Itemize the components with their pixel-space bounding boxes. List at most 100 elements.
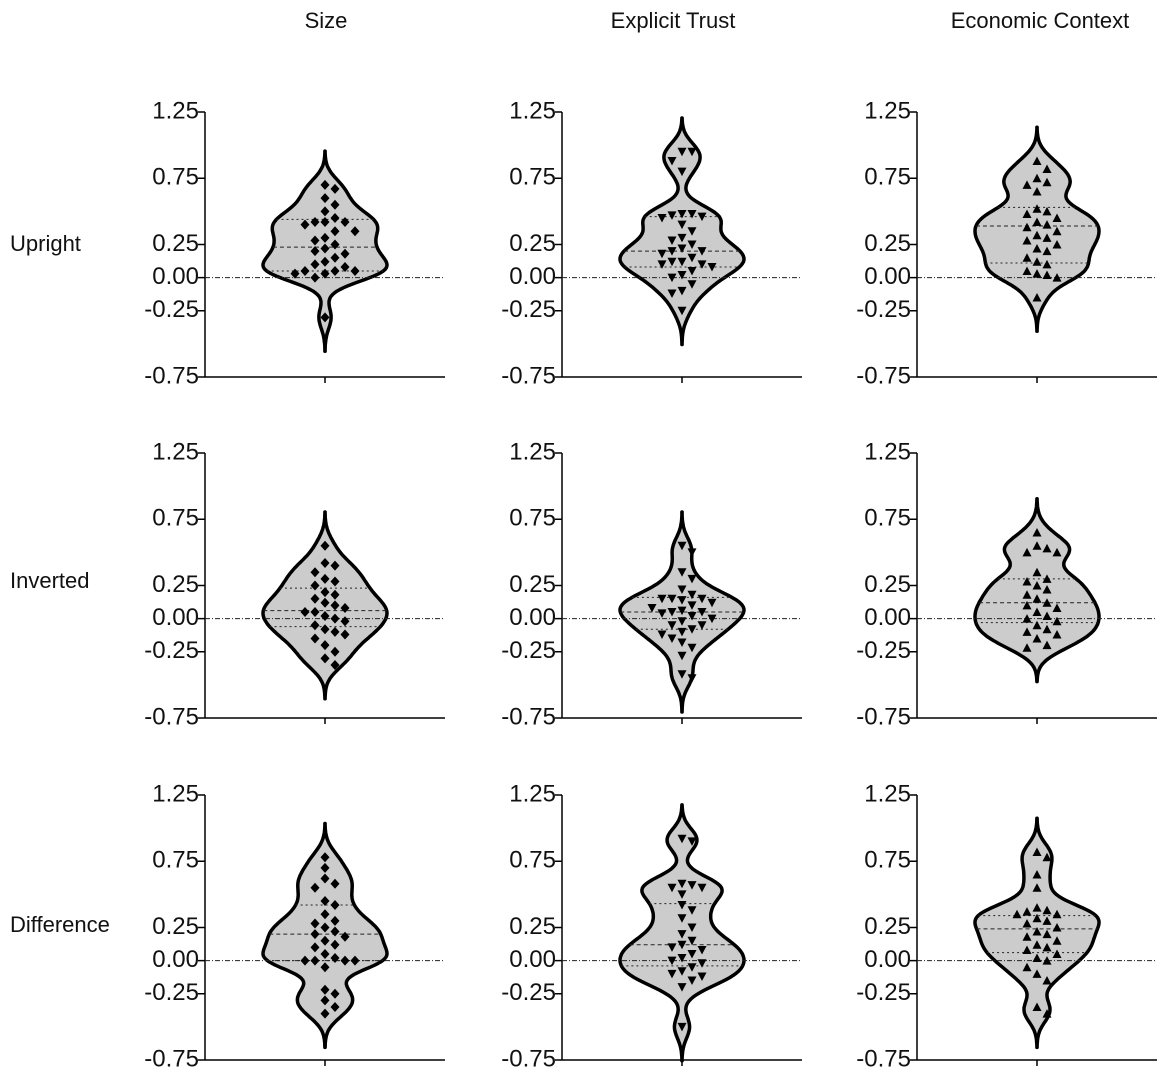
y-tick-label: 0.00 — [152, 604, 199, 631]
data-point — [330, 939, 340, 950]
data-point — [1022, 547, 1032, 557]
y-tick-label: -0.75 — [144, 1045, 199, 1072]
data-point — [310, 567, 320, 578]
data-point — [330, 266, 340, 276]
data-point — [310, 607, 320, 617]
data-point — [1042, 852, 1052, 862]
data-point — [677, 879, 687, 889]
data-point — [1022, 590, 1032, 599]
data-point — [1042, 1009, 1052, 1018]
data-point — [1042, 543, 1052, 553]
data-point — [677, 220, 687, 230]
y-tick-label: 0.75 — [864, 847, 911, 874]
data-point — [1022, 236, 1032, 245]
data-point — [310, 272, 320, 283]
data-point — [667, 883, 677, 893]
data-point — [1052, 616, 1062, 626]
data-point — [1032, 620, 1042, 630]
y-tick-label: 0.00 — [864, 263, 911, 290]
data-point — [677, 147, 687, 157]
data-point — [1052, 603, 1062, 613]
data-point — [697, 608, 707, 617]
data-point — [330, 878, 340, 889]
y-tick-label: 0.00 — [509, 263, 556, 290]
data-point — [1032, 594, 1042, 603]
data-point — [330, 988, 340, 999]
y-tick-label: 0.25 — [509, 230, 556, 257]
data-point — [310, 593, 320, 604]
data-point — [1032, 528, 1042, 537]
data-point — [657, 214, 667, 223]
data-point — [1022, 266, 1032, 275]
data-point — [677, 167, 687, 177]
data-point — [1052, 923, 1062, 932]
data-point — [340, 262, 350, 273]
data-point — [320, 268, 330, 279]
data-point — [320, 949, 330, 959]
data-point — [1032, 1002, 1042, 1011]
data-point — [320, 624, 330, 635]
data-point — [687, 227, 697, 236]
data-point — [1032, 293, 1042, 302]
y-tick-label: -0.25 — [501, 637, 556, 664]
data-point — [1032, 269, 1042, 278]
y-tick-label: 0.75 — [509, 505, 556, 532]
data-point — [320, 232, 330, 243]
data-point — [707, 598, 717, 608]
data-point — [310, 235, 320, 246]
data-point — [330, 646, 340, 657]
data-point — [687, 837, 697, 846]
data-point — [330, 576, 340, 587]
y-tick-label: -0.25 — [856, 637, 911, 664]
y-tick-label: 0.75 — [152, 164, 199, 191]
data-point — [330, 660, 340, 670]
data-point — [330, 626, 340, 637]
y-tick-label: 0.00 — [509, 946, 556, 973]
data-point — [677, 834, 687, 844]
data-point — [677, 306, 687, 316]
violin-body — [261, 821, 389, 1050]
data-point — [340, 629, 350, 640]
data-point — [677, 890, 687, 899]
data-point — [1032, 156, 1042, 166]
data-point — [320, 179, 330, 190]
data-point — [697, 959, 707, 968]
data-point — [677, 638, 687, 647]
data-point — [330, 613, 340, 624]
data-point — [320, 557, 330, 568]
data-point — [300, 266, 310, 276]
data-point — [330, 926, 340, 937]
data-point — [330, 600, 340, 611]
data-point — [310, 918, 320, 929]
data-point — [1042, 574, 1052, 583]
y-tick-label: 1.25 — [509, 780, 556, 807]
y-tick-label: -0.25 — [501, 296, 556, 323]
data-point — [1032, 903, 1042, 912]
data-point — [330, 199, 340, 210]
data-point — [1032, 230, 1042, 240]
data-point — [300, 955, 310, 966]
data-point — [677, 953, 687, 963]
data-point — [697, 972, 707, 982]
data-point — [310, 633, 320, 644]
data-point — [1042, 976, 1052, 985]
y-tick-label: 0.25 — [864, 571, 911, 598]
data-point — [707, 263, 717, 272]
data-point — [330, 213, 340, 223]
data-point — [667, 257, 677, 267]
data-point — [1042, 942, 1052, 952]
data-point — [657, 630, 667, 640]
y-tick-label: 0.00 — [152, 946, 199, 973]
data-point — [320, 216, 330, 227]
y-tick-label: 0.75 — [509, 847, 556, 874]
y-tick-label: 0.00 — [509, 604, 556, 631]
data-point — [320, 984, 330, 995]
data-point — [1042, 916, 1052, 925]
violin-body — [973, 125, 1101, 334]
data-point — [667, 289, 677, 299]
row-label: Inverted — [10, 568, 90, 593]
data-point — [1042, 270, 1052, 279]
data-point — [1022, 600, 1032, 610]
data-point — [350, 955, 360, 966]
data-point — [677, 270, 687, 280]
